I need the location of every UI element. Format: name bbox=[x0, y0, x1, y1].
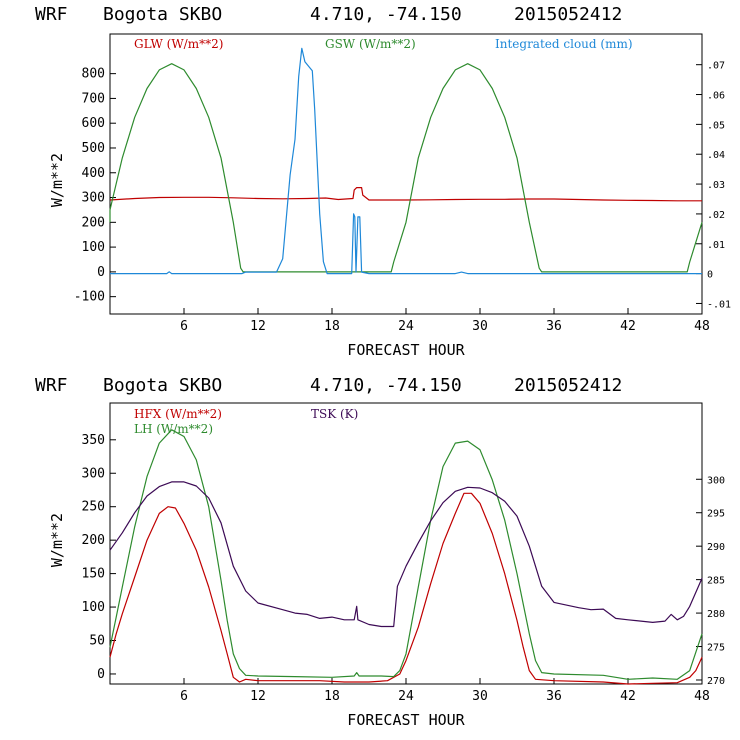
chart-2-y-tick-label: 150 bbox=[82, 567, 105, 582]
chart-2-header-model: WRF bbox=[35, 375, 68, 396]
chart-2-y2-tick-label: 290 bbox=[707, 542, 725, 553]
chart-1-y2-tick-label: .02 bbox=[707, 210, 725, 221]
chart-2-legend-hfx: HFX (W/m**2) bbox=[134, 407, 222, 421]
chart-2-y-tick-label: 250 bbox=[82, 500, 105, 515]
chart-1-header-station: Bogota SKBO bbox=[103, 4, 222, 25]
chart-1-series-gsw-line bbox=[109, 63, 703, 273]
chart-1-y-tick-label: 300 bbox=[82, 191, 105, 206]
chart-1-header-coords: 4.710, -74.150 bbox=[310, 4, 462, 25]
chart-2-series-lh-line bbox=[109, 429, 703, 680]
chart-2-y-tick-label: 50 bbox=[89, 634, 105, 649]
chart-2-x-axis-label: FORECAST HOUR bbox=[347, 711, 465, 729]
chart-2-y2-tick-label: 275 bbox=[707, 643, 725, 654]
chart-2-header-datetime: 2015052412 bbox=[514, 375, 622, 396]
chart-2-series-hfx-line bbox=[109, 492, 703, 685]
chart-1-y-tick-label: -100 bbox=[74, 290, 105, 305]
chart-1-y-tick-label: 500 bbox=[82, 141, 105, 156]
chart-2-x-tick-label: 18 bbox=[324, 689, 340, 704]
chart-1-y-tick-label: 800 bbox=[82, 67, 105, 82]
chart-1-x-tick-label: 42 bbox=[620, 319, 636, 334]
chart-1-y2-tick-label: .06 bbox=[707, 91, 725, 102]
chart-1-x-tick-label: 48 bbox=[694, 319, 710, 334]
chart-1-y2-tick-label: .05 bbox=[707, 120, 725, 131]
chart-2-y-tick-label: 350 bbox=[82, 433, 105, 448]
chart-1-y-tick-label: 600 bbox=[82, 116, 105, 131]
chart-2-x-tick-label: 6 bbox=[180, 689, 188, 704]
chart-2-x-tick-label: 36 bbox=[546, 689, 562, 704]
chart-2-header-station: Bogota SKBO bbox=[103, 375, 222, 396]
chart-2-series-tsk-line bbox=[109, 481, 703, 628]
chart-2: WRF Bogota SKBO 4.710, -74.150 201505241… bbox=[35, 375, 725, 729]
chart-2-header-coords: 4.710, -74.150 bbox=[310, 375, 462, 396]
chart-2-legend-lh: LH (W/m**2) bbox=[134, 422, 213, 436]
chart-2-y-tick-label: 0 bbox=[97, 667, 105, 682]
chart-2-y2-tick-label: 270 bbox=[707, 676, 725, 687]
chart-1-y2-tick-label: .04 bbox=[707, 150, 725, 161]
chart-1-x-tick-label: 12 bbox=[250, 319, 266, 334]
chart-1-y-tick-label: 0 bbox=[97, 265, 105, 280]
chart-2-x-tick-label: 48 bbox=[694, 689, 710, 704]
chart-2-y2-tick-label: 280 bbox=[707, 609, 725, 620]
chart-2-plot-frame bbox=[109, 402, 703, 685]
chart-2-y2-tick-label: 300 bbox=[707, 475, 725, 486]
chart-2-y-axis-label: W/m**2 bbox=[48, 513, 66, 567]
chart-1-y-tick-label: 200 bbox=[82, 215, 105, 230]
chart-2-y2-tick-label: 295 bbox=[707, 509, 725, 520]
chart-1-x-axis-label: FORECAST HOUR bbox=[347, 341, 465, 359]
chart-2-y2-tick-label: 285 bbox=[707, 576, 725, 587]
chart-1-x-tick-label: 36 bbox=[546, 319, 562, 334]
chart-1-legend-glw: GLW (W/m**2) bbox=[134, 37, 223, 51]
chart-1-y2-tick-label: .01 bbox=[707, 240, 725, 251]
chart-2-x-tick-label: 24 bbox=[398, 689, 414, 704]
chart-2-y-tick-label: 200 bbox=[82, 533, 105, 548]
chart-1-y2-tick-label: .03 bbox=[707, 180, 725, 191]
chart-2-y-tick-label: 100 bbox=[82, 600, 105, 615]
chart-1-header-model: WRF bbox=[35, 4, 68, 25]
chart-1-x-tick-label: 30 bbox=[472, 319, 488, 334]
chart-2-x-tick-label: 12 bbox=[250, 689, 266, 704]
chart-1-y-axis-label: W/m**2 bbox=[48, 153, 66, 207]
chart-2-x-tick-label: 42 bbox=[620, 689, 636, 704]
chart-2-y-tick-label: 300 bbox=[82, 466, 105, 481]
chart-1-y2-tick-label: 0 bbox=[707, 270, 713, 281]
chart-1-series-cloud-line bbox=[110, 47, 702, 275]
chart-1-header-datetime: 2015052412 bbox=[514, 4, 622, 25]
chart-1-y-tick-label: 400 bbox=[82, 166, 105, 181]
chart-1-y2-tick-label: .07 bbox=[707, 61, 725, 72]
chart-1-y-tick-label: 100 bbox=[82, 240, 105, 255]
chart-1-y2-tick-label: -.01 bbox=[707, 299, 731, 310]
chart-1-x-tick-label: 18 bbox=[324, 319, 340, 334]
chart-1-x-tick-label: 6 bbox=[180, 319, 188, 334]
chart-1: WRF Bogota SKBO 4.710, -74.150 201505241… bbox=[35, 4, 731, 359]
chart-1-legend-gsw: GSW (W/m**2) bbox=[325, 37, 416, 51]
chart-1-series-glw-line bbox=[109, 187, 702, 202]
chart-1-x-tick-label: 24 bbox=[398, 319, 414, 334]
chart-1-legend-cloud: Integrated cloud (mm) bbox=[495, 37, 633, 51]
chart-1-y-tick-label: 700 bbox=[82, 91, 105, 106]
chart-2-x-tick-label: 30 bbox=[472, 689, 488, 704]
chart-2-legend-tsk: TSK (K) bbox=[311, 407, 358, 421]
